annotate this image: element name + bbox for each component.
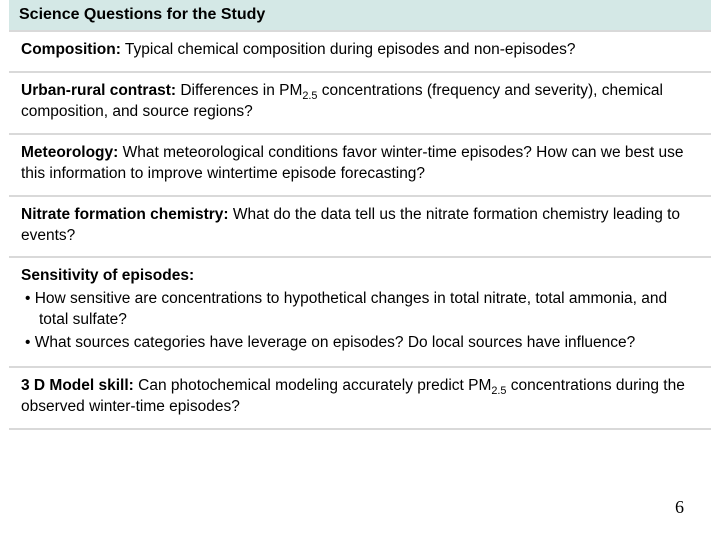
- row-sensitivity: Sensitivity of episodes: How sensitive a…: [9, 257, 711, 367]
- table-row: Urban-rural contrast: Differences in PM2…: [9, 72, 711, 134]
- table-row: Meteorology: What meteorological conditi…: [9, 134, 711, 196]
- row-meteorology: Meteorology: What meteorological conditi…: [9, 134, 711, 196]
- row-label: Meteorology:: [21, 144, 118, 161]
- sensitivity-bullets: How sensitive are concentrations to hypo…: [21, 289, 699, 354]
- row-urban-rural: Urban-rural contrast: Differences in PM2…: [9, 72, 711, 134]
- page-number: 6: [675, 497, 684, 518]
- row-composition: Composition: Typical chemical compositio…: [9, 31, 711, 72]
- table-row: Nitrate formation chemistry: What do the…: [9, 196, 711, 258]
- row-text: Typical chemical composition during epis…: [125, 41, 576, 58]
- row-label: Urban-rural contrast:: [21, 82, 176, 99]
- row-label: 3 D Model skill:: [21, 377, 134, 394]
- row-label: Nitrate formation chemistry:: [21, 206, 229, 223]
- bullet-item: How sensitive are concentrations to hypo…: [25, 289, 699, 331]
- bullet-item: What sources categories have leverage on…: [25, 333, 699, 354]
- table-row: Sensitivity of episodes: How sensitive a…: [9, 257, 711, 367]
- table-header: Science Questions for the Study: [9, 0, 711, 31]
- row-text: What meteorological conditions favor win…: [21, 144, 683, 182]
- table-header-row: Science Questions for the Study: [9, 0, 711, 31]
- slide-page: Science Questions for the Study Composit…: [0, 0, 720, 540]
- row-label: Sensitivity of episodes:: [21, 267, 194, 284]
- table-row: 3 D Model skill: Can photochemical model…: [9, 367, 711, 429]
- row-nitrate: Nitrate formation chemistry: What do the…: [9, 196, 711, 258]
- row-3d-model: 3 D Model skill: Can photochemical model…: [9, 367, 711, 429]
- questions-table: Science Questions for the Study Composit…: [9, 0, 711, 430]
- row-label: Composition:: [21, 41, 121, 58]
- table-row: Composition: Typical chemical compositio…: [9, 31, 711, 72]
